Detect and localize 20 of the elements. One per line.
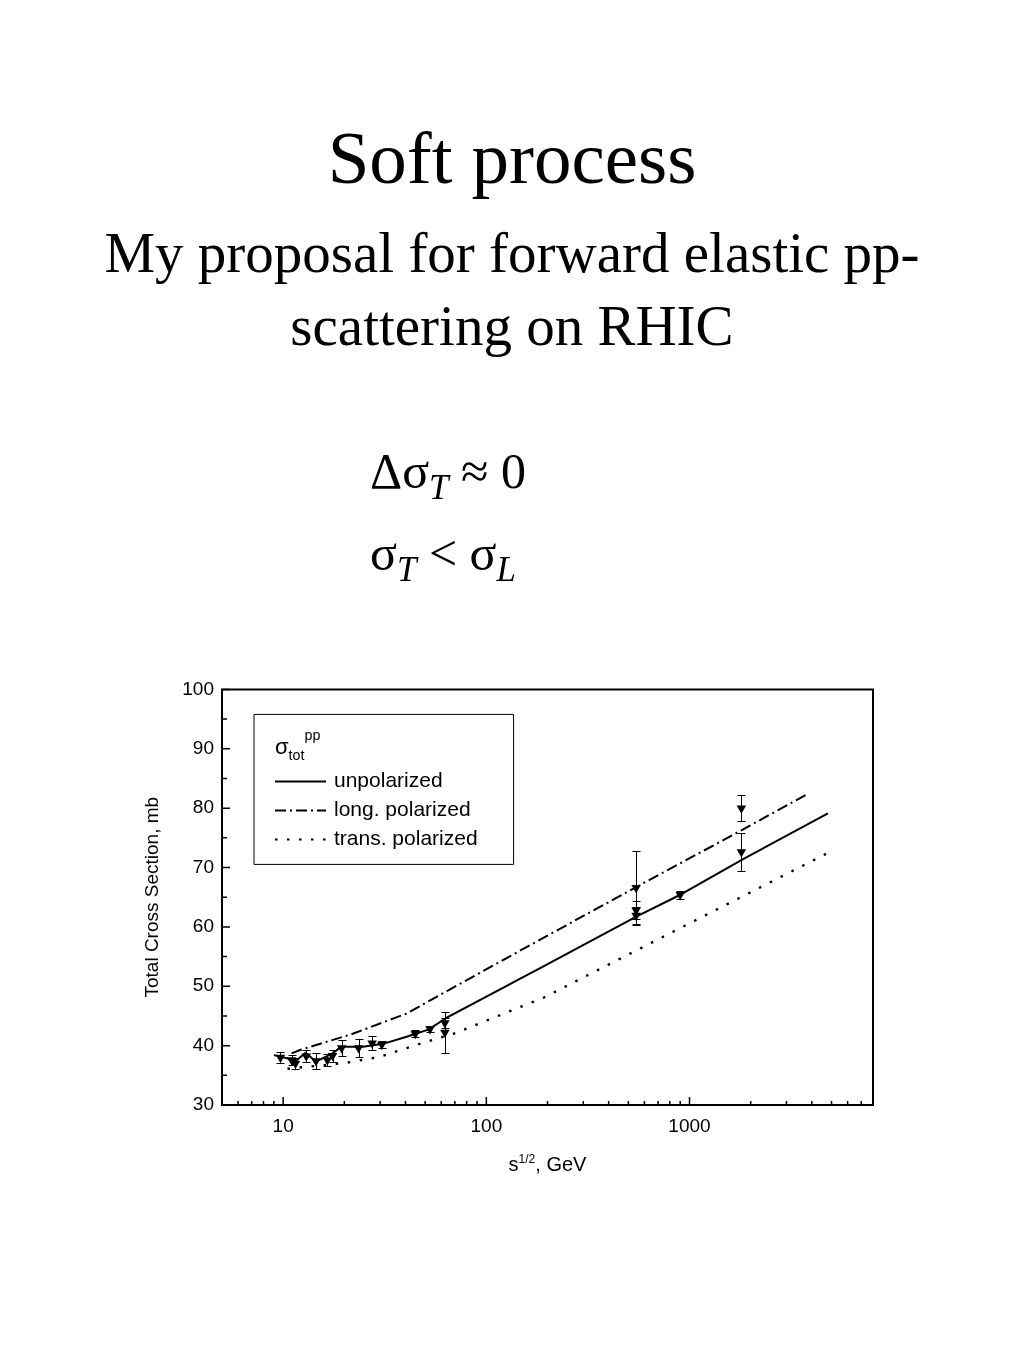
legend-label: long. polarized — [334, 797, 471, 821]
y-axis-title: Total Cross Section, mb — [140, 796, 162, 998]
y-tick-label: 40 — [192, 1033, 214, 1055]
chart-subtitle: My proposal for forward elastic pp-scattering on RHIC — [103, 220, 921, 359]
legend-label: unpolarized — [334, 768, 443, 792]
chart-title: Soft process — [326, 116, 698, 199]
text: σ$_{T}$ < σ$_{L}$ — [370, 525, 517, 589]
y-tick-label: 80 — [192, 796, 214, 818]
x-tick-label: 1000 — [668, 1114, 711, 1136]
y-tick-label: 70 — [192, 855, 214, 877]
y-tick-label: 30 — [192, 1093, 214, 1115]
x-tick-label: 100 — [470, 1114, 503, 1136]
y-tick-label: 60 — [192, 915, 214, 937]
y-tick-label: 50 — [192, 974, 214, 996]
legend-label: trans. polarized — [334, 826, 478, 850]
x-axis-title: s$^{1/2}$, GeV — [508, 1151, 587, 1176]
y-tick-label: 100 — [182, 677, 214, 699]
x-tick-label: 10 — [272, 1114, 294, 1136]
text: Δσ$_{T}$ ≈ 0 — [370, 443, 527, 507]
y-tick-label: 90 — [192, 737, 214, 759]
